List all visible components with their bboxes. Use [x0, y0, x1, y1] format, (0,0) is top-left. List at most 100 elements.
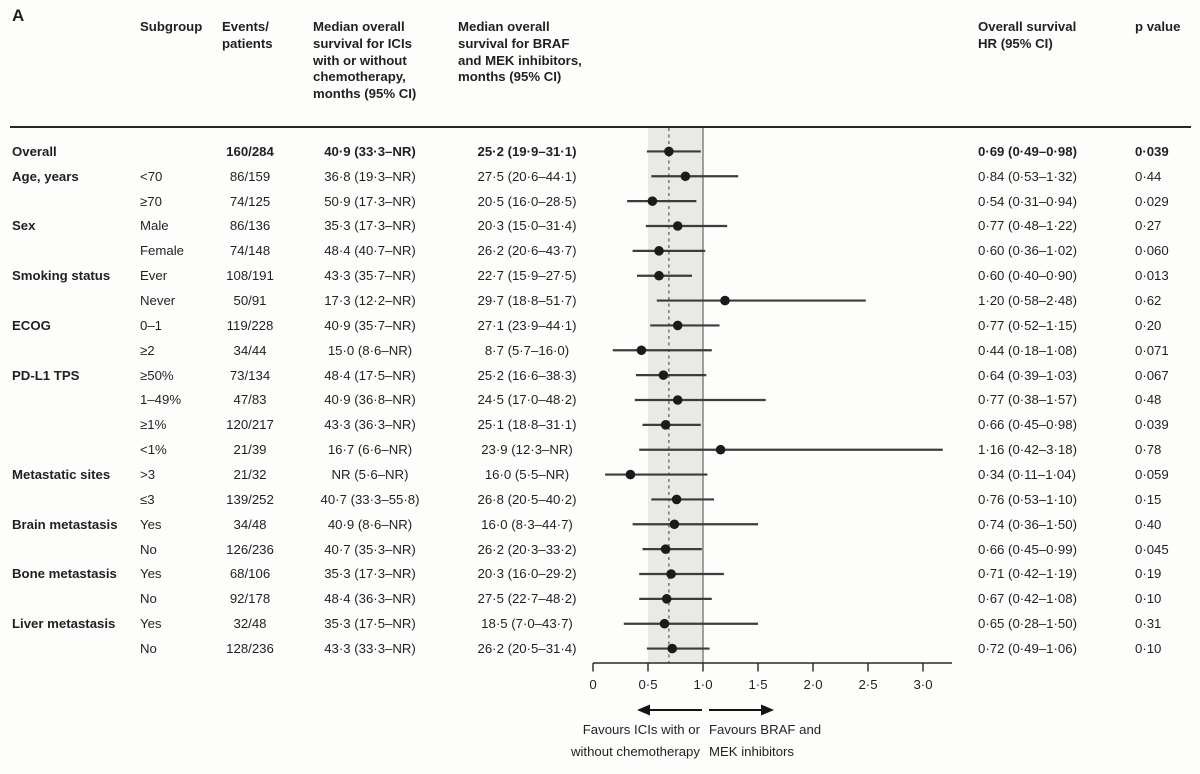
row-events-patients: 21/39 — [233, 442, 267, 458]
row-ici-median-os: 35·3 (17·3–NR) — [324, 566, 416, 582]
row-braf-median-os: 8·7 (5·7–16·0) — [484, 342, 570, 358]
table-row: Age, years <70 86/159 36·8 (19·3–NR) 27·… — [0, 164, 1200, 189]
row-hr-ci: 0·34 (0·11–1·04) — [978, 467, 1076, 482]
table-row: ≥1% 120/217 43·3 (36·3–NR) 25·1 (18·8–31… — [0, 412, 1200, 437]
row-subgroup-label: Yes — [140, 566, 162, 582]
row-p-value: 0·20 — [1135, 317, 1162, 333]
row-p-value: 0·31 — [1135, 616, 1162, 632]
row-hr-ci: 0·76 (0·53–1·10) — [978, 491, 1077, 507]
row-ici-median-os: 40·7 (33·3–55·8) — [320, 491, 420, 507]
svg-text:0·5: 0·5 — [638, 677, 657, 692]
svg-text:0: 0 — [589, 677, 596, 692]
x-axis: 0 0·5 1·0 1·5 2·0 2·5 3·0 — [589, 662, 952, 692]
row-category-label: Liver metastasis — [12, 616, 116, 632]
row-p-value: 0·013 — [1135, 268, 1169, 284]
row-braf-median-os: 16·0 (5·5–NR) — [484, 467, 570, 482]
row-subgroup-label: Female — [140, 243, 184, 259]
row-events-patients: 34/44 — [233, 342, 267, 358]
row-events-patients: 68/106 — [229, 566, 271, 582]
row-p-value: 0·060 — [1135, 243, 1169, 259]
table-body: Overall 160/284 40·9 (33·3–NR) 25·2 (19·… — [0, 139, 1200, 661]
row-ici-median-os: 48·4 (40·7–NR) — [324, 243, 416, 259]
row-ici-median-os: 35·3 (17·3–NR) — [324, 218, 416, 234]
row-category-label: Age, years — [12, 168, 79, 184]
row-braf-median-os: 16·0 (8·3–44·7) — [481, 516, 573, 532]
row-p-value: 0·045 — [1135, 541, 1169, 557]
row-ici-median-os: 35·3 (17·5–NR) — [324, 616, 416, 632]
row-braf-median-os: 25·1 (18·8–31·1) — [477, 417, 577, 433]
row-events-patients: 74/148 — [229, 243, 271, 259]
col-header-pvalue: p value — [1135, 19, 1181, 34]
row-ici-median-os: 50·9 (17·3–NR) — [324, 193, 416, 209]
row-subgroup-label: ≥50% — [140, 367, 174, 383]
row-braf-median-os: 26·8 (20·5–40·2) — [477, 491, 577, 507]
row-p-value: 0·067 — [1135, 367, 1169, 383]
row-subgroup-label: Male — [140, 218, 169, 234]
row-p-value: 0·40 — [1135, 516, 1162, 532]
header-divider — [10, 126, 1191, 129]
row-braf-median-os: 27·5 (20·6–44·1) — [477, 168, 577, 184]
table-row: Brain metastasis Yes 34/48 40·9 (8·6–NR)… — [0, 512, 1200, 537]
row-p-value: 0·029 — [1135, 193, 1169, 209]
row-ici-median-os: 40·9 (36·8–NR) — [324, 392, 416, 408]
favours-right-label: Favours BRAF and MEK inhibitors — [709, 722, 822, 759]
row-hr-ci: 0·66 (0·45–0·98) — [978, 417, 1077, 433]
table-row: No 92/178 48·4 (36·3–NR) 27·5 (22·7–48·2… — [0, 586, 1200, 611]
row-subgroup-label: ≥70 — [140, 193, 162, 209]
row-ici-median-os: 40·7 (35·3–NR) — [324, 541, 416, 557]
row-p-value: 0·48 — [1135, 392, 1162, 408]
row-events-patients: 21/32 — [233, 467, 267, 482]
table-row: Bone metastasis Yes 68/106 35·3 (17·3–NR… — [0, 562, 1200, 587]
row-hr-ci: 0·77 (0·38–1·57) — [978, 392, 1077, 408]
row-p-value: 0·15 — [1135, 491, 1162, 507]
row-ici-median-os: 17·3 (12·2–NR) — [324, 292, 416, 308]
row-ici-median-os: 40·9 (35·7–NR) — [324, 317, 416, 333]
row-events-patients: 92/178 — [229, 591, 271, 607]
row-hr-ci: 0·60 (0·36–1·02) — [978, 243, 1077, 259]
row-p-value: 0·44 — [1135, 168, 1162, 184]
row-subgroup-label: Ever — [140, 268, 168, 284]
svg-text:2·5: 2·5 — [858, 677, 877, 692]
table-row: PD-L1 TPS ≥50% 73/134 48·4 (17·5–NR) 25·… — [0, 363, 1200, 388]
table-row: ≤3 139/252 40·7 (33·3–55·8) 26·8 (20·5–4… — [0, 487, 1200, 512]
row-ici-median-os: 16·7 (6·6–NR) — [327, 442, 413, 458]
favours-arrows — [637, 704, 774, 716]
favours-left-label: Favours ICIs with or without chemotherap… — [570, 722, 700, 759]
row-hr-ci: 0·74 (0·36–1·50) — [978, 516, 1077, 532]
row-subgroup-label: No — [140, 641, 157, 657]
row-hr-ci: 0·77 (0·48–1·22) — [978, 218, 1077, 234]
row-braf-median-os: 18·5 (7·0–43·7) — [481, 616, 573, 632]
row-category-label: Brain metastasis — [12, 516, 118, 532]
row-hr-ci: 1·16 (0·42–3·18) — [978, 442, 1077, 458]
row-hr-ci: 0·60 (0·40–0·90) — [978, 268, 1077, 284]
svg-text:1·5: 1·5 — [748, 677, 767, 692]
row-category-label: Smoking status — [12, 268, 111, 284]
row-braf-median-os: 20·3 (16·0–29·2) — [477, 566, 577, 582]
row-subgroup-label: No — [140, 591, 157, 607]
row-events-patients: 126/236 — [226, 541, 274, 557]
row-hr-ci: 0·64 (0·39–1·03) — [978, 367, 1077, 383]
row-p-value: 0·059 — [1135, 467, 1169, 482]
row-events-patients: 86/159 — [229, 168, 271, 184]
row-subgroup-label: <70 — [140, 168, 163, 184]
row-hr-ci: 0·44 (0·18–1·08) — [978, 342, 1077, 358]
col-header-subgroup: Subgroup — [140, 19, 203, 34]
row-hr-ci: 0·67 (0·42–1·08) — [978, 591, 1077, 607]
row-braf-median-os: 25·2 (19·9–31·1) — [477, 143, 577, 159]
col-header-events: Events/ patients — [222, 19, 273, 51]
row-braf-median-os: 27·1 (23·9–44·1) — [477, 317, 577, 333]
row-events-patients: 108/191 — [226, 268, 274, 284]
table-row: Sex Male 86/136 35·3 (17·3–NR) 20·3 (15·… — [0, 214, 1200, 239]
svg-text:3·0: 3·0 — [913, 677, 932, 692]
row-subgroup-label: 0–1 — [140, 317, 163, 333]
table-row: Never 50/91 17·3 (12·2–NR) 29·7 (18·8–51… — [0, 288, 1200, 313]
row-braf-median-os: 26·2 (20·5–31·4) — [477, 641, 577, 657]
row-ici-median-os: 43·3 (35·7–NR) — [324, 268, 416, 284]
row-hr-ci: 0·77 (0·52–1·15) — [978, 317, 1077, 333]
row-events-patients: 47/83 — [233, 392, 267, 408]
row-ici-median-os: 48·4 (36·3–NR) — [324, 591, 416, 607]
row-events-patients: 86/136 — [229, 218, 271, 234]
svg-text:2·0: 2·0 — [803, 677, 822, 692]
row-hr-ci: 0·54 (0·31–0·94) — [978, 193, 1077, 209]
